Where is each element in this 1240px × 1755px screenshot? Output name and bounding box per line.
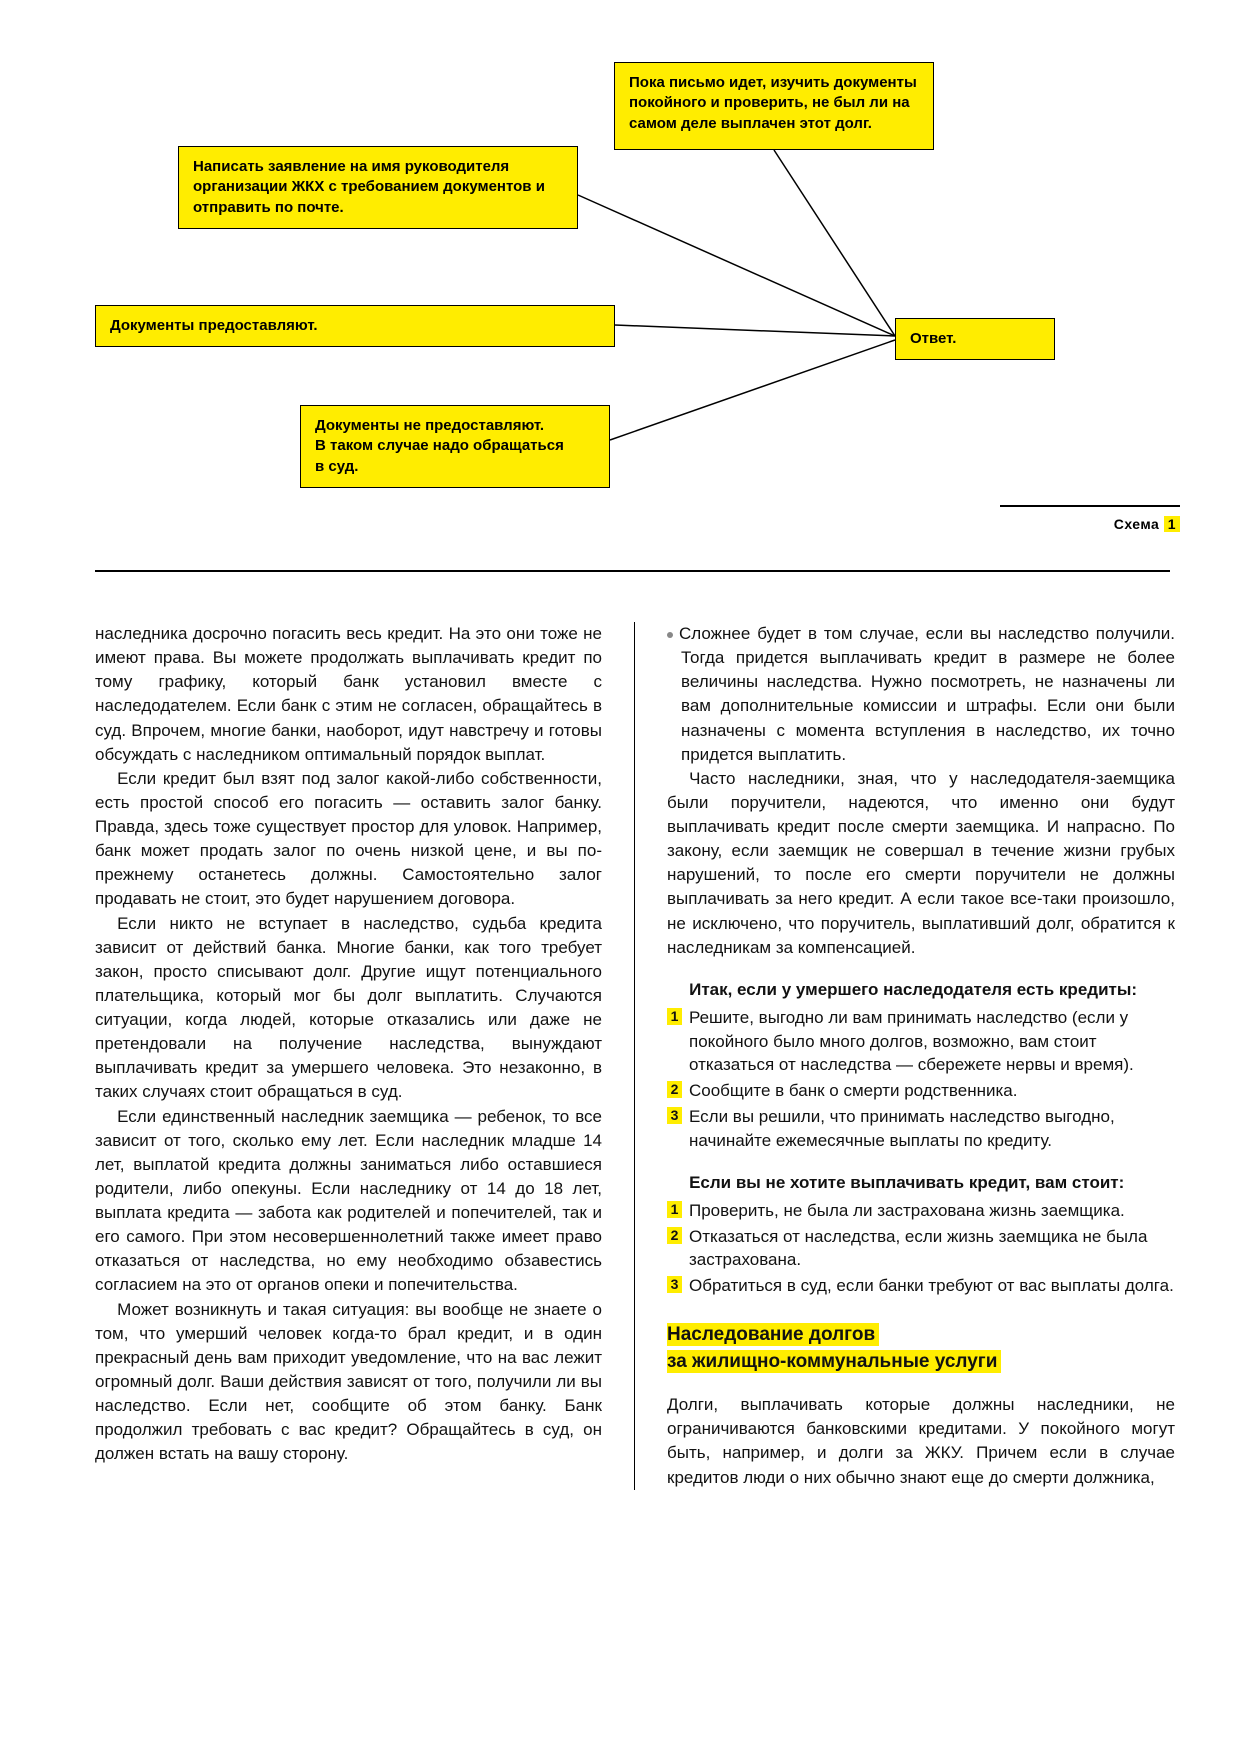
flow-node-n4: Документы не предоставляют. В таком случ…: [300, 405, 610, 488]
listB: 1 Проверить, не была ли застрахована жизн…: [667, 1199, 1175, 1298]
edge-1: [774, 150, 895, 336]
list-number-badge: 3: [667, 1107, 682, 1124]
list-number-badge: 1: [667, 1008, 682, 1025]
flow-diagram: Схема 1 Написать заявление на имя руково…: [0, 0, 1240, 560]
left-column: наследника досрочно погасить весь кредит…: [95, 622, 635, 1490]
list-item-text: Проверить, не была ли застрахована жизнь…: [689, 1201, 1125, 1220]
section-heading-l1: Наследование долгов: [667, 1323, 879, 1346]
left-p3: Если никто не вступает в наследство, суд…: [95, 912, 602, 1105]
listB-item: 1 Проверить, не была ли застрахована жизн…: [667, 1199, 1175, 1223]
right-p2: Часто наследники, зная, что у наследодат…: [667, 767, 1175, 960]
edge-0: [578, 195, 895, 336]
listA-item: 1 Решите, выгодно ли вам принимать наслед…: [667, 1006, 1175, 1077]
section-heading-l2: за жилищно-коммунальные услуги: [667, 1350, 1001, 1373]
scheme-label-text: Схема: [1114, 516, 1160, 532]
section-heading: Наследование долгов за жилищно-коммуналь…: [667, 1322, 1175, 1375]
listA: 1 Решите, выгодно ли вам принимать наслед…: [667, 1006, 1175, 1153]
list-number-badge: 2: [667, 1081, 682, 1098]
right-p3: Долги, выплачивать которые должны наслед…: [667, 1393, 1175, 1490]
listB-item: 3 Обратиться в суд, если банки требуют от…: [667, 1274, 1175, 1298]
left-p5: Может возникнуть и такая ситуация: вы во…: [95, 1298, 602, 1467]
right-column: Сложнее будет в том случае, если вы насл…: [635, 622, 1175, 1490]
flow-node-n5: Ответ.: [895, 318, 1055, 360]
list-item-text: Если вы решили, что принимать наследство…: [689, 1107, 1115, 1150]
scheme-number: 1: [1164, 516, 1180, 532]
left-p2: Если кредит был взят под залог какой-либ…: [95, 767, 602, 912]
flow-node-n2: Пока письмо идет, изучить документы поко…: [614, 62, 934, 150]
list-item-text: Сообщите в банк о смерти родственника.: [689, 1081, 1018, 1100]
list-item-text: Решите, выгодно ли вам принимать наследс…: [689, 1008, 1134, 1075]
listB-item: 2 Отказаться от наследства, если жизнь за…: [667, 1225, 1175, 1273]
text-columns: наследника досрочно погасить весь кредит…: [0, 572, 1240, 1490]
flow-node-n1: Написать заявление на имя руководителя о…: [178, 146, 578, 229]
list-number-badge: 1: [667, 1201, 682, 1218]
list-number-badge: 2: [667, 1227, 682, 1244]
left-p1: наследника досрочно погасить весь кредит…: [95, 622, 602, 767]
scheme-caption: Схема 1: [1114, 516, 1180, 532]
left-p4: Если единственный наследник заемщика — р…: [95, 1105, 602, 1298]
flow-node-n3: Документы предоставляют.: [95, 305, 615, 347]
listA-item: 2 Сообщите в банк о смерти родственника.: [667, 1079, 1175, 1103]
listB-head: Если вы не хотите выплачивать кредит, ва…: [667, 1171, 1175, 1195]
list-item-text: Обратиться в суд, если банки требуют от …: [689, 1276, 1174, 1295]
listA-item: 3 Если вы решили, что принимать наследств…: [667, 1105, 1175, 1153]
list-number-badge: 3: [667, 1276, 682, 1293]
list-item-text: Отказаться от наследства, если жизнь зае…: [689, 1227, 1147, 1270]
edge-2: [615, 325, 895, 336]
right-p1: Сложнее будет в том случае, если вы насл…: [667, 622, 1175, 767]
diagram-rule: [1000, 505, 1180, 507]
listA-head: Итак, если у умершего наследодателя есть…: [667, 978, 1175, 1002]
edge-3: [610, 340, 895, 440]
